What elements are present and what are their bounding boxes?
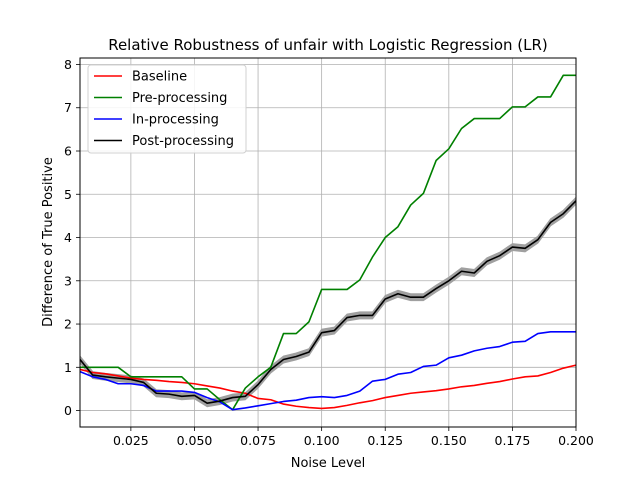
y-tick-label: 1 <box>64 360 72 375</box>
y-axis: 0 1 2 3 4 5 6 7 8 <box>64 57 80 418</box>
x-tick-label: 0.200 <box>558 433 594 448</box>
y-tick-label: 4 <box>64 230 72 245</box>
legend: Baseline Pre-processing In-processing Post-… <box>87 64 247 154</box>
pre-processing-line <box>80 74 576 411</box>
x-tick-label: 0.050 <box>177 433 213 448</box>
y-tick-label: 8 <box>64 57 72 72</box>
legend-box <box>87 64 247 154</box>
y-axis-label: Difference of True Positive <box>41 157 56 327</box>
confidence-bands <box>79 196 577 408</box>
legend-label-pre-processing: Pre-processing <box>132 91 227 106</box>
x-axis: 0.025 0.050 0.075 0.100 0.125 0.150 0.175 0.200 <box>113 427 594 448</box>
x-tick-label: 0.150 <box>431 433 467 448</box>
in-processing-line <box>79 331 576 411</box>
y-tick-label: 2 <box>64 317 72 332</box>
series-lines <box>79 74 577 411</box>
x-tick-label: 0.025 <box>113 433 149 448</box>
y-tick-label: 7 <box>64 100 72 115</box>
grid <box>80 58 577 427</box>
y-tick-label: 5 <box>64 187 72 202</box>
baseline-line <box>79 364 577 410</box>
legend-label-baseline: Baseline <box>132 70 187 85</box>
x-tick-label: 0.075 <box>240 433 276 448</box>
y-tick-label: 0 <box>64 403 72 418</box>
plot-frame <box>79 57 577 428</box>
legend-label-post-processing: Post-processing <box>132 134 234 149</box>
legend-label-in-processing: In-processing <box>132 113 219 128</box>
y-tick-label: 3 <box>64 273 72 288</box>
post-processing-band <box>79 196 577 408</box>
y-tick-label: 6 <box>64 144 72 159</box>
x-axis-label: Noise Level <box>291 456 366 471</box>
x-tick-label: 0.100 <box>304 433 340 448</box>
x-tick-label: 0.175 <box>495 433 531 448</box>
post-processing-line <box>79 200 577 405</box>
chart-title: Relative Robustness of unfair with Logis… <box>108 36 548 54</box>
x-tick-label: 0.125 <box>367 433 403 448</box>
